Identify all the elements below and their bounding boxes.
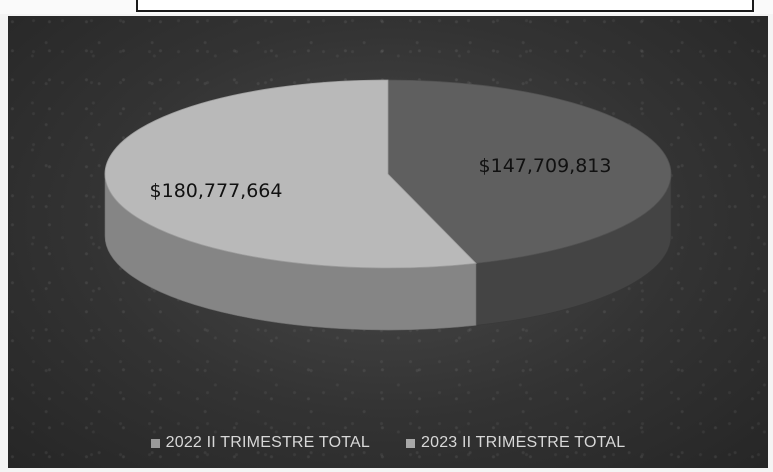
top-strip <box>0 0 773 14</box>
legend-swatch-2022 <box>150 438 160 448</box>
pie-slice-2022 <box>104 79 477 269</box>
legend-swatch-2023 <box>406 438 415 448</box>
legend-item-2022: 2022 II TRIMESTRE TOTAL <box>150 434 370 452</box>
legend-label-2022: 2022 II TRIMESTRE TOTAL <box>165 434 370 451</box>
data-label-2022: $180,777,664 <box>150 180 283 202</box>
data-label-2023: $147,709,813 <box>479 155 612 177</box>
pie-slice-2023 <box>387 79 672 264</box>
pie-chart: $147,709,813 $180,777,664 <box>104 79 672 331</box>
chart-legend: 2022 II TRIMESTRE TOTAL 2023 II TRIMESTR… <box>8 434 768 452</box>
top-border-box <box>136 0 754 12</box>
legend-item-2023: 2023 II TRIMESTRE TOTAL <box>406 434 625 452</box>
chart-area: $147,709,813 $180,777,664 2022 II TRIMEST… <box>8 16 768 468</box>
legend-label-2023: 2023 II TRIMESTRE TOTAL <box>421 434 626 451</box>
